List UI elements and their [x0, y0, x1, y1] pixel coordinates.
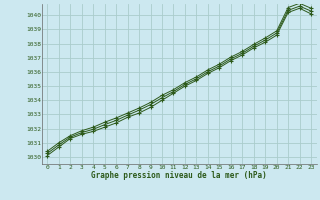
X-axis label: Graphe pression niveau de la mer (hPa): Graphe pression niveau de la mer (hPa): [91, 171, 267, 180]
